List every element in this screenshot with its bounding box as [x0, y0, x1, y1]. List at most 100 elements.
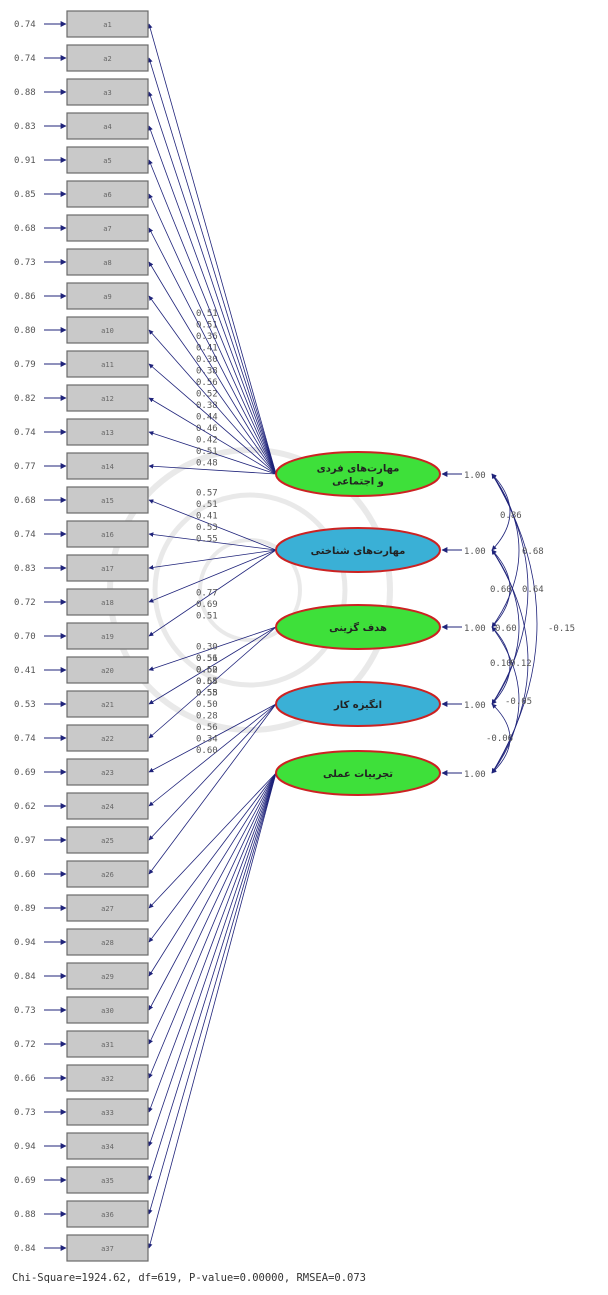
indicator-box [66, 78, 149, 106]
loading-value: 0.51 [196, 500, 218, 510]
loading-value: 0.69 [196, 600, 218, 610]
error-variance: 0.69 [14, 768, 36, 778]
loading-arrow [148, 91, 277, 475]
indicator-box [66, 384, 149, 412]
factor-node [275, 750, 441, 796]
loading-arrow [148, 703, 277, 841]
indicator-box [66, 996, 149, 1024]
error-variance: 0.66 [14, 1074, 36, 1084]
indicator-box [66, 758, 149, 786]
factor-name: مهارت‌های شناختی [311, 546, 406, 557]
error-variance: 0.72 [14, 1040, 36, 1050]
loading-arrow [148, 261, 277, 475]
indicator-box [66, 826, 149, 854]
loading-arrow [148, 772, 277, 943]
factor-name: مهارت‌های فردی [317, 464, 400, 475]
loading-arrow [147, 57, 277, 475]
indicator-label: a18 [101, 599, 114, 607]
error-variance: 0.68 [14, 496, 36, 506]
correlation-value: 0.12 [510, 659, 532, 669]
error-variance: 0.85 [14, 190, 36, 200]
correlation-value: 0.10 [490, 659, 512, 669]
loading-arrow [148, 329, 277, 475]
factor-name: و اجتماعی [332, 477, 384, 488]
factor-variance: 1.00 [464, 471, 486, 481]
error-variance: 0.68 [14, 224, 36, 234]
correlation-value: -0.15 [548, 624, 575, 634]
error-variance: 0.72 [14, 598, 36, 608]
error-variance: 0.77 [14, 462, 36, 472]
error-variance: 0.74 [14, 530, 36, 540]
error-variance: 0.97 [14, 836, 36, 846]
loading-value: 0.30 [196, 643, 218, 653]
loading-value: 0.56 [196, 378, 218, 388]
error-variance: 0.88 [14, 1210, 36, 1220]
indicator-box [66, 1098, 149, 1126]
loading-value: 0.50 [196, 666, 218, 676]
correlation-arc [491, 703, 511, 774]
indicator-box [66, 724, 149, 752]
indicator-box [66, 656, 149, 684]
error-variance: 0.89 [14, 904, 36, 914]
error-variance: 0.62 [14, 802, 36, 812]
indicator-label: a34 [101, 1143, 114, 1151]
error-variance: 0.94 [14, 938, 36, 948]
indicator-label: a37 [101, 1245, 114, 1253]
indicator-label: a30 [101, 1007, 114, 1015]
indicator-label: a3 [103, 89, 111, 97]
loading-arrow [148, 549, 277, 603]
factor-variance: 1.00 [464, 770, 486, 780]
factor-node [275, 681, 441, 727]
indicator-label: a28 [101, 939, 114, 947]
loading-value: 0.48 [196, 459, 218, 469]
loading-arrow [148, 159, 277, 475]
loading-arrow [148, 549, 277, 637]
indicator-box [66, 1166, 149, 1194]
indicator-label: a27 [101, 905, 114, 913]
indicator-box [66, 418, 149, 446]
error-variance: 0.73 [14, 258, 36, 268]
loading-value: 0.30 [196, 355, 218, 365]
error-variance: 0.86 [14, 292, 36, 302]
indicator-label: a2 [103, 55, 111, 63]
loading-value: 0.55 [196, 689, 218, 699]
loading-value: 0.36 [196, 332, 218, 342]
loading-arrow [148, 227, 277, 475]
loading-value: 0.51 [196, 309, 218, 319]
indicator-label: a20 [101, 667, 114, 675]
error-variance: 0.70 [14, 632, 36, 642]
indicator-label: a22 [101, 735, 114, 743]
loading-arrow [148, 703, 277, 875]
indicator-label: a8 [103, 259, 111, 267]
indicator-label: a36 [101, 1211, 114, 1219]
factor-variance: 1.00 [464, 701, 486, 711]
error-variance: 0.88 [14, 88, 36, 98]
loading-value: 0.46 [196, 424, 218, 434]
loading-arrow [148, 431, 277, 475]
indicator-box [66, 10, 149, 38]
indicator-box [66, 214, 149, 242]
loading-value: 0.51 [196, 654, 218, 664]
indicator-box [66, 486, 149, 514]
indicator-box [66, 554, 149, 582]
indicator-label: a23 [101, 769, 114, 777]
indicator-label: a24 [101, 803, 114, 811]
correlation-value: 0.60 [490, 585, 512, 595]
loading-arrow [148, 772, 277, 1079]
error-variance: 0.91 [14, 156, 36, 166]
error-variance: 0.94 [14, 1142, 36, 1152]
factor-node [275, 451, 441, 497]
loading-arrow [148, 703, 277, 807]
loading-value: 0.54 [196, 677, 218, 687]
indicator-box [66, 248, 149, 276]
indicator-label: a19 [101, 633, 114, 641]
indicator-label: a12 [101, 395, 114, 403]
loading-value: 0.77 [196, 589, 218, 599]
loading-value: 0.38 [196, 367, 218, 377]
loading-arrow [148, 193, 277, 475]
factor-variance: 1.00 [464, 547, 486, 557]
loading-arrow [148, 772, 277, 1147]
loading-value: 0.51 [196, 612, 218, 622]
indicator-box [66, 962, 149, 990]
correlation-value: -0.05 [505, 697, 532, 707]
